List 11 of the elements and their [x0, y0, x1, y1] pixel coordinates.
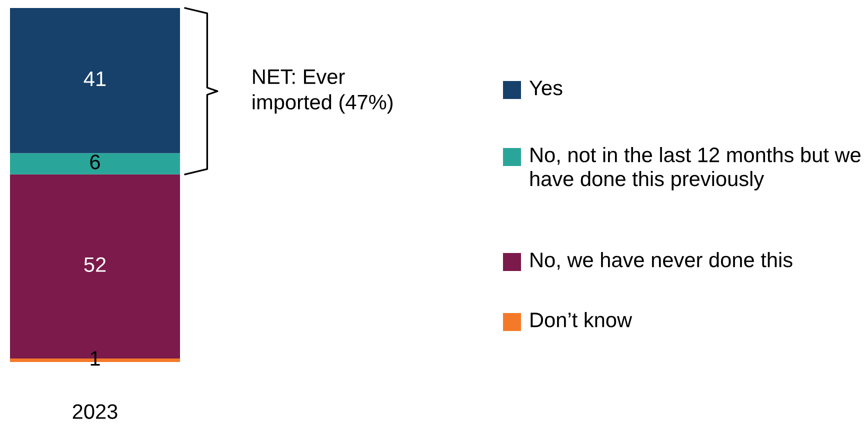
legend-label: No, not in the last 12 months but we have done this previously — [530, 147, 860, 190]
legend-label: Yes — [529, 80, 562, 96]
data-label: 6 — [90, 154, 100, 170]
text: NET: Ever imported (47%) — [252, 70, 393, 114]
legend-label: No, we have never done this — [530, 252, 792, 270]
legend-label: Don’t know — [530, 312, 632, 328]
data-label: 41 — [84, 72, 106, 86]
data-label: 52 — [84, 257, 106, 272]
bar — [10, 153, 180, 174]
x-tick-label: 2023 — [72, 404, 118, 419]
bar — [10, 8, 180, 154]
